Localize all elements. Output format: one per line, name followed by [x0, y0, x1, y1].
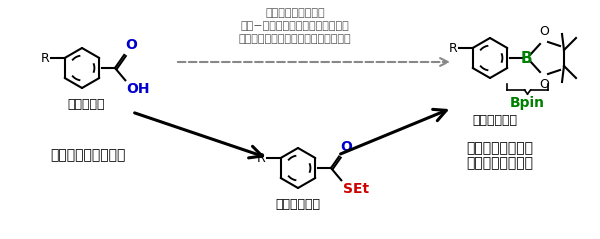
Text: 従来法：脱炭素反応: 従来法：脱炭素反応 — [265, 8, 325, 18]
Text: Bpin: Bpin — [510, 96, 545, 110]
Text: ロジウムを用いる: ロジウムを用いる — [467, 141, 533, 155]
Text: チオエステル: チオエステル — [275, 198, 320, 211]
Text: ホウ素化合物: ホウ素化合物 — [473, 114, 517, 127]
Text: R: R — [449, 42, 458, 54]
Text: SEt: SEt — [343, 182, 370, 196]
Text: R: R — [257, 152, 266, 164]
Text: （ホウ素に置き換える反応は未報告）: （ホウ素に置き換える反応は未報告） — [239, 34, 352, 44]
Text: カルボン酸: カルボン酸 — [67, 98, 105, 111]
Text: R: R — [41, 51, 50, 65]
Text: チオエステルへ変換: チオエステルへ変換 — [50, 148, 125, 162]
Text: O: O — [340, 140, 352, 153]
Text: B: B — [520, 50, 532, 65]
Text: OH: OH — [126, 82, 150, 96]
Text: O: O — [539, 25, 549, 38]
Text: 炭素−炭素結合の切断に高温が必要: 炭素−炭素結合の切断に高温が必要 — [241, 21, 349, 31]
Text: O: O — [539, 78, 549, 91]
Text: O: O — [125, 38, 137, 52]
Text: 脱カルボニル反応: 脱カルボニル反応 — [467, 156, 533, 170]
